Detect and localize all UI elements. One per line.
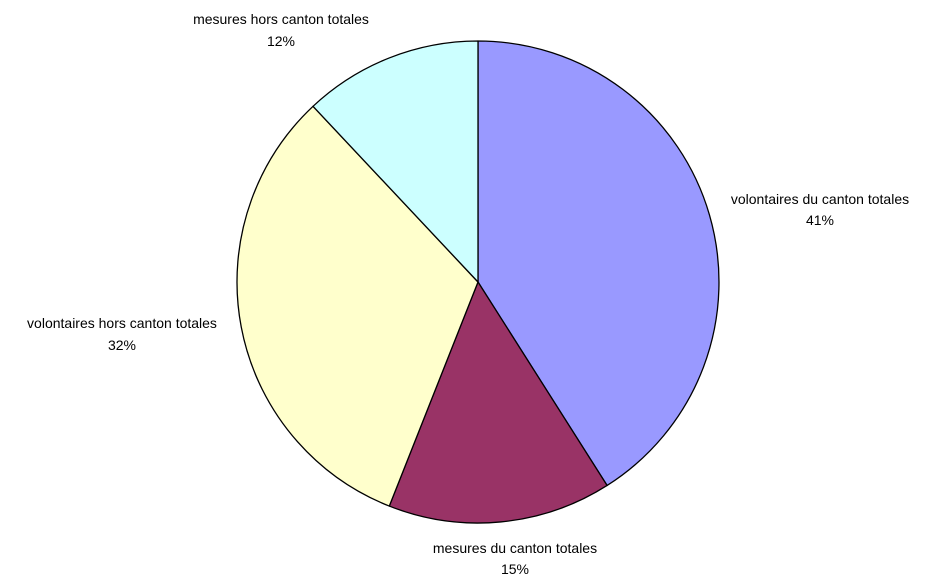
pie-slices [236,40,720,524]
slice-label-name: volontaires hors canton totales [27,315,217,331]
slice-label-3: mesures hors canton totales 12% [193,11,369,49]
pie-slice-2 [236,105,479,507]
slice-label-2: volontaires hors canton totales 32% [27,315,217,353]
slice-label-percent: 15% [501,561,529,577]
pie-labels: volontaires du canton totales 41% mesures … [27,11,909,577]
slice-label-name: mesures du canton totales [433,540,597,556]
slice-label-name: mesures hors canton totales [193,11,369,27]
slice-label-1: mesures du canton totales 15% [433,540,597,577]
pie-slice-0 [477,40,720,487]
pie-slice-3 [312,40,479,283]
slice-label-percent: 12% [267,33,295,49]
slice-label-percent: 32% [108,337,136,353]
slice-label-0: volontaires du canton totales 41% [731,191,909,228]
pie-slice-1 [388,281,608,524]
slice-label-name: volontaires du canton totales [731,191,909,207]
slice-label-percent: 41% [806,212,834,228]
